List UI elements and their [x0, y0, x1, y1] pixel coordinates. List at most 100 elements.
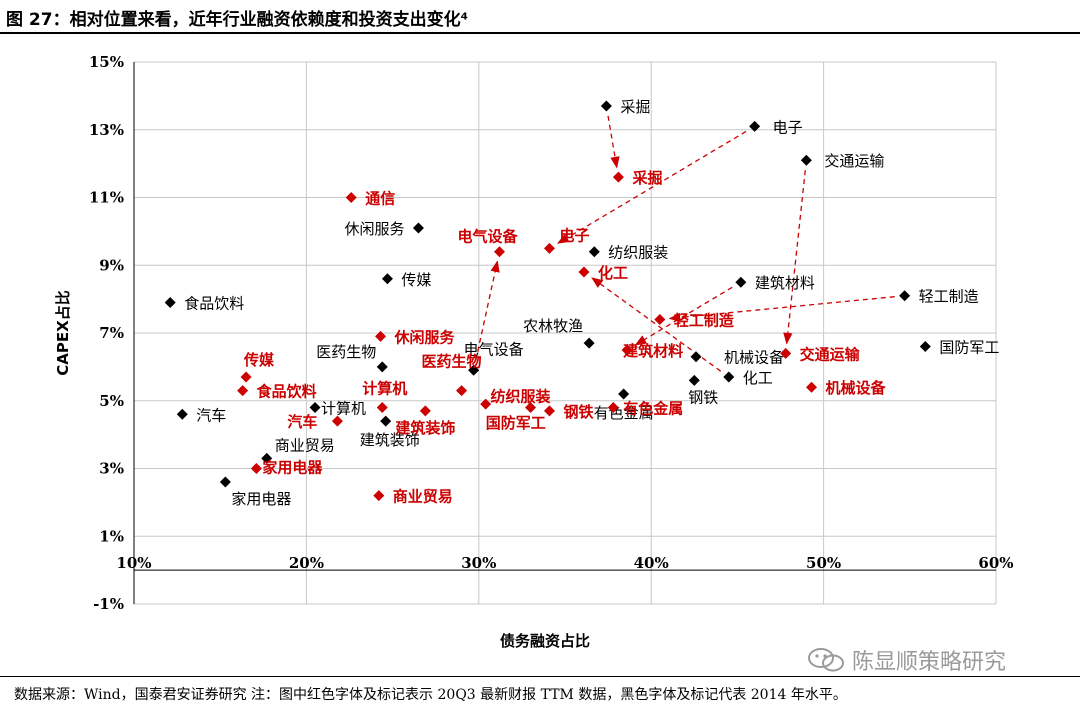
- y-tick-label: 13%: [89, 121, 124, 139]
- series-2014-point-label: 商业贸易: [275, 436, 335, 454]
- series-20q3-point: [331, 415, 343, 427]
- x-axis-title: 债务融资占比: [500, 632, 590, 650]
- series-20q3-point: [543, 242, 555, 254]
- series-20q3-point: [654, 313, 666, 325]
- y-tick-label: 5%: [99, 392, 124, 410]
- series-20q3-point-label: 家用电器: [262, 459, 323, 477]
- series-2014-point-label: 建筑装饰: [360, 431, 420, 449]
- series-2014-point-label: 化工: [743, 369, 773, 387]
- series-2014-point: [800, 154, 812, 166]
- series-20q3-point-label: 轻工制造: [674, 311, 734, 329]
- series-2014-point: [468, 364, 480, 376]
- series-20q3-point: [621, 344, 633, 356]
- series-2014-point-label: 医药生物: [316, 343, 376, 361]
- shift-arrow: [475, 260, 500, 361]
- series-20q3-point: [780, 347, 792, 359]
- series-2014-point-label: 采掘: [620, 98, 650, 116]
- series-20q3-point: [806, 381, 818, 393]
- footer-rule: [0, 676, 1080, 677]
- series-2014-point-label: 国防军工: [939, 339, 999, 357]
- series-20q3-point: [578, 266, 590, 278]
- series-2014-point: [380, 415, 392, 427]
- series-20q3-point-label: 机械设备: [826, 379, 887, 397]
- series-2014-point: [219, 476, 231, 488]
- series-2014-point-label: 有色金属: [594, 404, 654, 422]
- series-2014-point: [376, 361, 388, 373]
- shift-arrow: [634, 286, 733, 346]
- y-tick-label: 3%: [99, 460, 124, 478]
- y-tick-label: 9%: [99, 256, 124, 274]
- series-2014-point-label: 钢铁: [688, 388, 718, 406]
- series-2014-point: [919, 341, 931, 353]
- series-2014-point-label: 农林牧渔: [523, 317, 583, 335]
- series-20q3-point-label: 休闲服务: [394, 328, 456, 346]
- figure-title-bar: 图 27：相对位置来看，近年行业融资依赖度和投资支出变化⁴: [0, 0, 1080, 32]
- series-20q3-point-label: 国防军工: [486, 414, 546, 432]
- series-20q3-point: [419, 405, 431, 417]
- series-2014-point: [164, 297, 176, 309]
- series-2014-point: [176, 408, 188, 420]
- shift-arrow: [557, 130, 747, 244]
- series-2014-point-label: 食品饮料: [184, 295, 244, 313]
- shift-arrow: [607, 115, 620, 169]
- series-2014-point-label: 轻工制造: [919, 288, 979, 306]
- x-tick-label: 60%: [978, 554, 1013, 572]
- series-20q3-point-label: 建筑材料: [623, 342, 683, 360]
- series-20q3-point-label: 商业贸易: [393, 488, 453, 506]
- y-tick-label: 15%: [89, 53, 124, 71]
- series-20q3-point-label: 传媒: [243, 351, 275, 369]
- series-2014-point-label: 交通运输: [824, 152, 884, 170]
- y-tick-label: 1%: [99, 527, 124, 545]
- series-20q3-point-label: 电子: [559, 226, 589, 244]
- series-2014-point: [749, 120, 761, 132]
- title-rule: [0, 32, 1080, 34]
- series-20q3-point: [250, 463, 262, 474]
- series-20q3-point: [237, 385, 249, 397]
- x-tick-label: 30%: [461, 554, 496, 572]
- series-20q3-point: [345, 192, 357, 203]
- footer-note: 数据来源：Wind，国泰君安证券研究 注：图中红色字体及标记表示 20Q3 最新…: [14, 687, 847, 703]
- series-20q3-point: [493, 246, 505, 258]
- series-20q3-point: [375, 330, 387, 342]
- series-20q3-point-label: 计算机: [362, 380, 407, 398]
- series-2014-point-label: 电气设备: [464, 340, 524, 358]
- series-2014-point: [261, 452, 273, 464]
- series-20q3-point: [525, 402, 537, 414]
- y-axis-title: CAPEX占比: [54, 290, 72, 375]
- series-2014-point: [588, 246, 600, 258]
- y-tick-label: -1%: [93, 595, 124, 613]
- figure-title: 图 27：相对位置来看，近年行业融资依赖度和投资支出变化⁴: [6, 10, 469, 30]
- series-2014-point-label: 家用电器: [231, 490, 291, 508]
- series-2014-point-label: 休闲服务: [344, 220, 404, 238]
- shift-arrow: [668, 296, 895, 323]
- x-tick-label: 20%: [289, 554, 324, 572]
- watermark-text: 陈显顺策略研究: [852, 650, 1007, 675]
- series-2014-point: [723, 371, 735, 383]
- series-2014-point: [309, 402, 321, 414]
- series-20q3-point: [373, 490, 385, 502]
- series-20q3-point-label: 电气设备: [457, 228, 518, 246]
- series-20q3-point-label: 采掘: [631, 169, 662, 187]
- series-2014-point-label: 电子: [773, 118, 803, 136]
- series-2014-point-label: 建筑材料: [755, 274, 815, 292]
- series-20q3-point: [480, 398, 492, 410]
- series-2014-point: [618, 388, 630, 400]
- series-20q3-point-label: 建筑装饰: [395, 419, 455, 437]
- series-2014-point-label: 汽车: [196, 406, 226, 424]
- y-tick-label: 11%: [89, 189, 124, 207]
- series-20q3-point: [376, 402, 388, 414]
- series-20q3-point-label: 食品饮料: [257, 383, 317, 401]
- series-2014-point: [583, 337, 595, 349]
- watermark: 陈显顺策略研究: [806, 644, 1006, 676]
- series-20q3-point: [612, 171, 624, 183]
- series-2014-point-label: 传媒: [401, 271, 431, 289]
- wechat-icon: [808, 648, 844, 672]
- series-20q3-point-label: 有色金属: [623, 400, 683, 418]
- series-20q3-point: [543, 405, 555, 417]
- series-20q3-point-label: 化工: [598, 264, 628, 282]
- series-20q3-point-label: 医药生物: [422, 353, 482, 371]
- series-2014-point-label: 机械设备: [724, 349, 784, 367]
- series-20q3-point-label: 交通运输: [800, 345, 861, 363]
- series-20q3-point-label: 汽车: [287, 413, 317, 431]
- series-2014-point: [381, 273, 393, 285]
